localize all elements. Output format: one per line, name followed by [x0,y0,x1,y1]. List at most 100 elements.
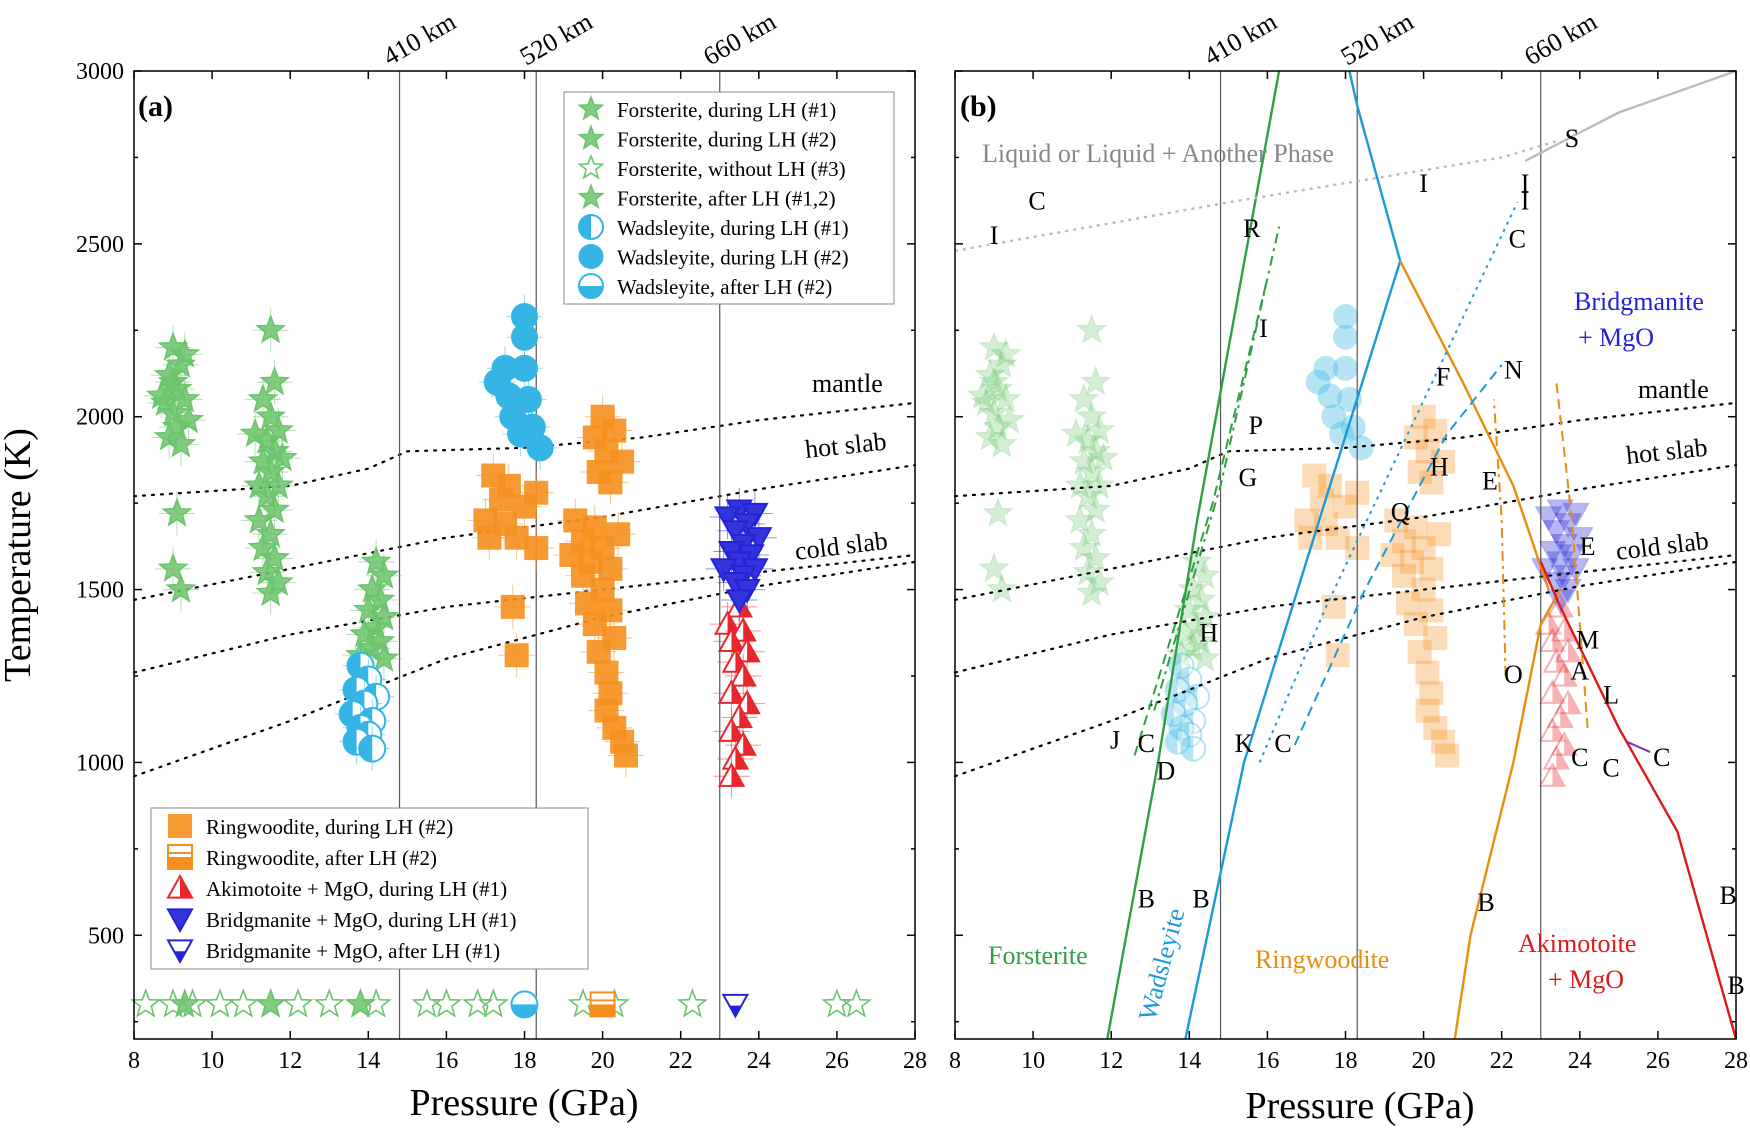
phase-boundary-line-variant [1293,364,1503,746]
data-point [255,988,287,1018]
ghost-data-point [1419,556,1444,581]
ghost-data-point [1546,703,1574,729]
ghost-data-point [1181,545,1213,576]
b-point-label: L [1603,681,1619,710]
b-point-label: I [1521,186,1530,215]
ghost-data-point [1305,369,1331,395]
ghost-data-point [1550,565,1578,590]
ghost-data-point [1538,762,1567,787]
b-point-label: K [1235,729,1254,758]
ghost-data-point [1084,414,1115,444]
b-point-label: Q [1391,497,1410,526]
data-point [368,559,400,589]
geotherm-label-mantle: mantle [812,369,883,398]
b-boundary-label: 660 km [1519,7,1602,71]
b-point-label: A [1570,656,1589,685]
ghost-data-point [1064,469,1096,500]
data-point [676,988,708,1018]
ghost-data-point [1415,698,1440,723]
ghost-data-point [978,365,1010,396]
a-xtick-label: 8 [128,1048,140,1074]
ghost-data-point [1317,383,1343,409]
ghost-data-point [1169,618,1201,648]
b-xtick-label: 24 [1568,1048,1592,1074]
panel-a-ylabel: Temperature (K) [0,428,39,682]
b-geotherm-line [953,560,1738,778]
data-point [345,988,376,1018]
ghost-data-point [974,358,1006,389]
ghost-data-point [1419,681,1444,706]
bottom-legend-label: Ringwoodite, during LH (#2) [206,815,453,839]
a-ytick-label: 500 [88,923,124,949]
ghost-data-point [1173,594,1205,624]
data-point [157,397,189,427]
a-xtick-label: 22 [669,1048,693,1074]
ghost-data-point [1423,715,1448,740]
data-point [169,988,201,1018]
a-xtick-label: 10 [200,1048,224,1074]
a-xtick-label: 12 [278,1048,302,1074]
b-geotherm-label-cold-slab: cold slab [1614,526,1710,566]
a-xtick-label: 24 [747,1048,771,1074]
ghost-data-point [1185,583,1217,614]
panel-a-label: (a) [138,90,173,123]
b-point-label: N [1504,356,1523,385]
data-point [259,542,291,572]
ghost-data-point [1435,743,1460,768]
data-point [840,988,872,1018]
a-boundary-label: 520 km [515,7,598,71]
top-legend-marker [578,273,604,299]
b-boundary-label: 520 km [1336,7,1419,71]
b-point-label: D [1156,757,1175,786]
b-boundary-label: 410 km [1199,7,1282,71]
top-legend-label: Forsterite, without LH (#3) [617,157,846,181]
data-point [713,610,742,635]
top-legend-marker [578,214,604,240]
top-legend-label: Forsterite, during LH (#2) [617,128,836,152]
b-point-label: C [1138,729,1155,758]
data-point [169,383,201,413]
b-xtick-label: 10 [1021,1048,1045,1074]
ghost-data-point [982,372,1014,403]
a-ytick-label: 3000 [76,59,124,85]
ghost-data-point [1180,735,1207,762]
a-geotherm-line [132,401,917,498]
b-point-label: S [1565,124,1579,153]
ghost-data-point [1333,494,1358,519]
data-point [598,556,623,581]
data-point [255,314,287,344]
ghost-data-point [1060,417,1092,448]
data-point [500,594,525,619]
ghost-data-point [1076,455,1108,486]
data-point [368,642,400,672]
ghost-data-point [1407,460,1432,485]
data-point [709,558,738,583]
ghost-data-point [1177,573,1209,603]
b-geotherm-label-hot-slab: hot slab [1625,433,1709,470]
top-legend-marker [577,183,605,210]
phase-label-liquid: Liquid or Liquid + Another Phase [982,139,1334,168]
b-xtick-label: 20 [1412,1048,1436,1074]
ghost-data-point [1554,513,1582,538]
b-xtick-label: 18 [1334,1048,1358,1074]
top-legend-marker [578,244,604,269]
phase-boundary-line-variant [1258,201,1519,763]
ghost-data-point [1294,508,1319,533]
phase-boundary-line [1539,561,1738,1040]
bottom-legend-label: Ringwoodite, after LH (#2) [206,846,437,870]
ghost-data-point [1558,544,1586,570]
ghost-data-point [1419,470,1444,495]
ghost-data-point [1302,463,1327,488]
ghost-data-point [1403,425,1428,450]
data-point [713,506,742,532]
ghost-data-point [1562,502,1590,528]
panel-b-label: (b) [960,90,997,123]
ghost-data-point [978,552,1010,583]
b-point-label: I [1521,169,1530,198]
ghost-data-point [1542,520,1571,545]
a-ytick-label: 2500 [76,232,124,258]
top-legend-label: Wadsleyite, after LH (#2) [617,275,832,299]
a-xtick-label: 28 [903,1048,927,1074]
phase-boundary-line [954,138,1561,252]
